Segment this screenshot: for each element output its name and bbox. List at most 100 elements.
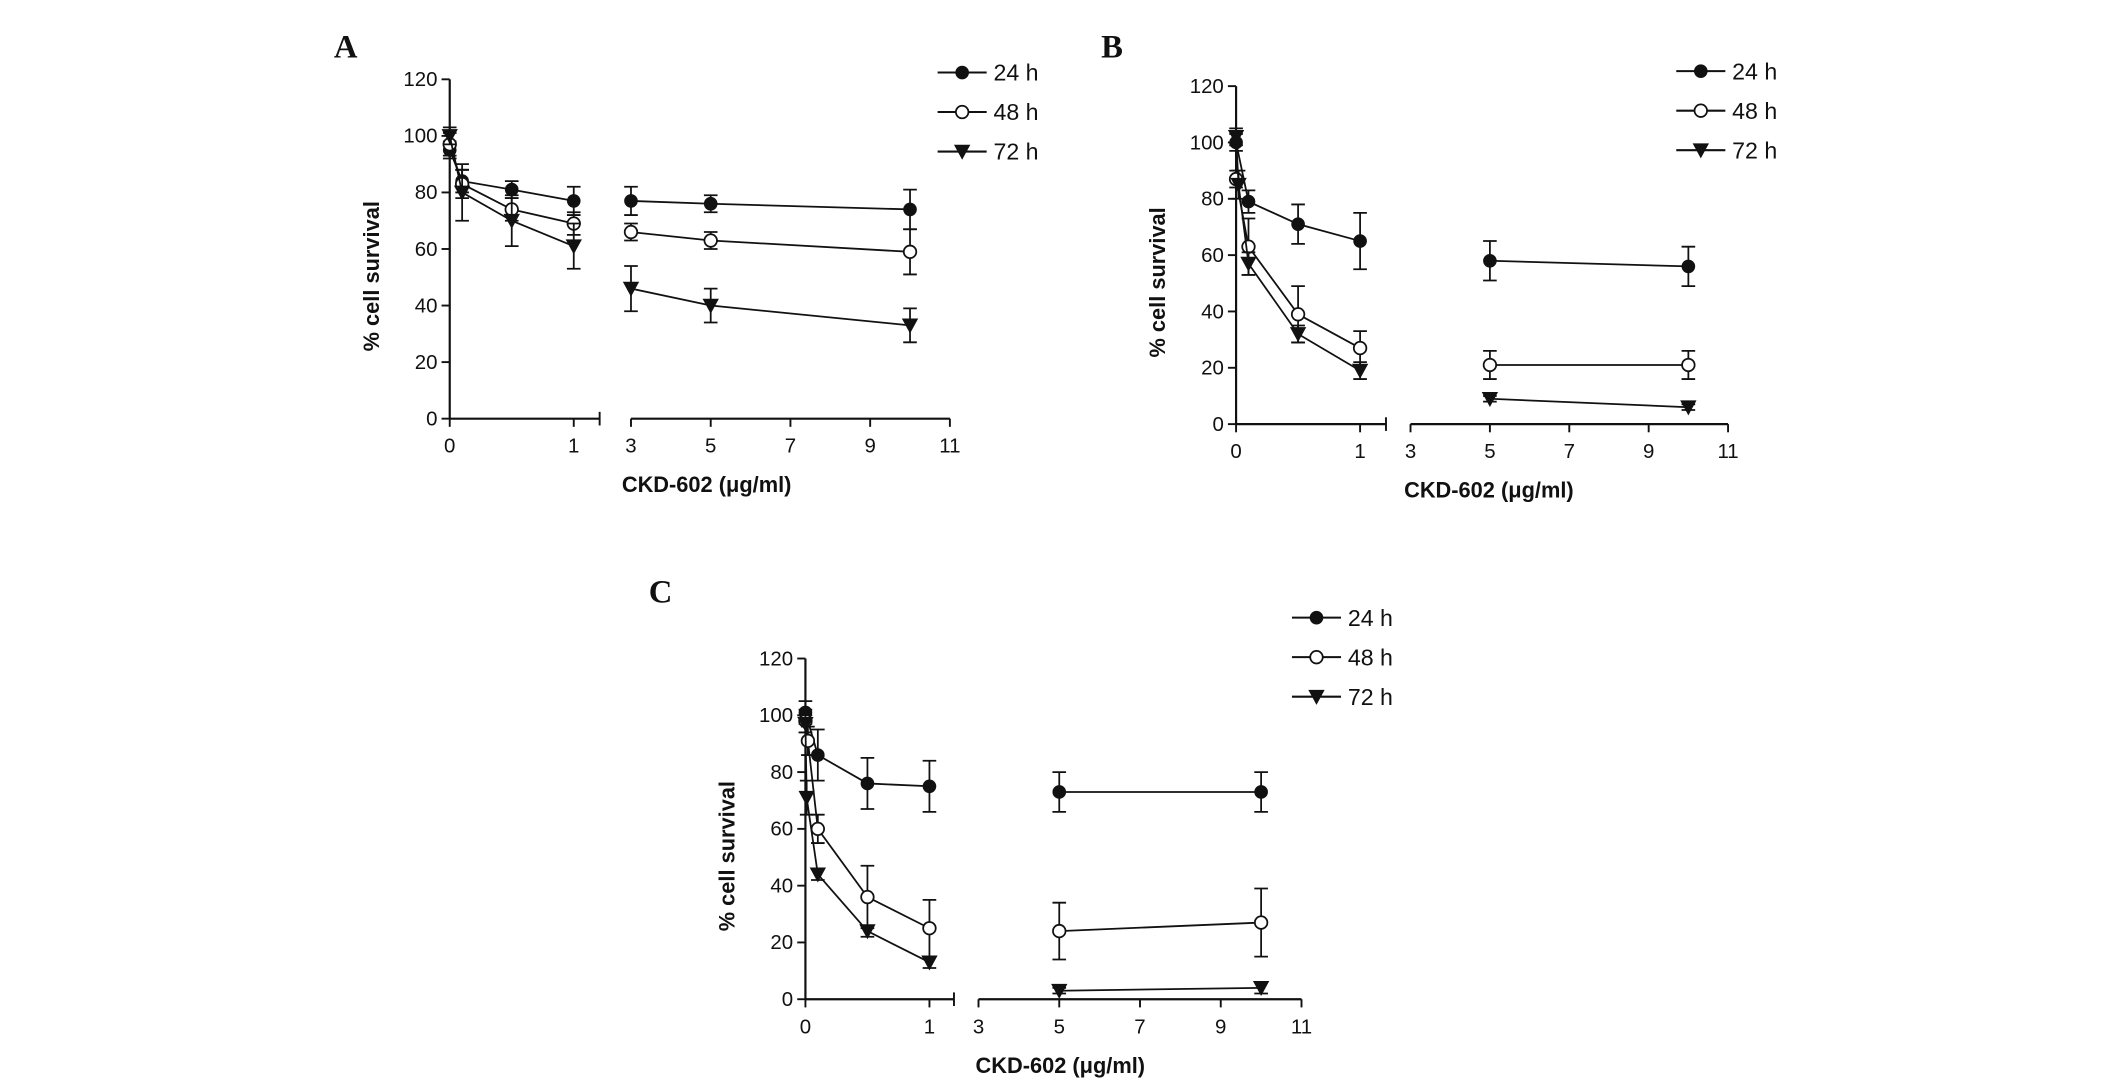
y-tick-label: 20 (1201, 357, 1224, 380)
x-axis-title: CKD-602 (μg/ml) (1404, 478, 1574, 503)
legend-label: 48 h (1732, 98, 1777, 124)
x-tick-label: 9 (864, 435, 875, 458)
data-point-open-circle (1352, 340, 1368, 356)
y-tick-label: 40 (415, 294, 438, 317)
data-point-triangle (859, 924, 876, 940)
x-tick-label: 3 (1405, 440, 1416, 463)
series-24h (798, 700, 1268, 813)
series-line (630, 200, 911, 211)
legend-label: 48 h (993, 99, 1038, 125)
x-tick-label: 3 (625, 435, 636, 458)
y-tick-label: 100 (1190, 131, 1224, 154)
panel-b: B 0 20 40 60 80 100 120 0 1 3 5 7 9 11 CKD-602 (μg/ml)%… (1101, 30, 1777, 503)
x-tick-label: 7 (785, 435, 796, 458)
x-axis-title: CKD-602 (μg/ml) (975, 1053, 1145, 1078)
data-point-filled-circle (1052, 785, 1067, 799)
data-point-triangle (1230, 177, 1247, 193)
panel-a: A 0 20 40 60 80 100 120 0 1 3 5 7 9 11 CKD-602 (μg/ml)%… (334, 30, 1039, 498)
series-48h (1228, 169, 1696, 380)
y-tick-label: 60 (415, 238, 438, 261)
y-axis-title: % cell survival (715, 781, 740, 931)
y-tick-label: 100 (403, 125, 437, 148)
y-tick-label: 0 (782, 988, 793, 1011)
panel-label: B (1101, 30, 1123, 66)
series-line (804, 712, 930, 788)
panel-label: A (334, 30, 358, 66)
series-line (1059, 921, 1262, 932)
x-tick-label: 11 (1717, 440, 1738, 463)
data-point-open-circle (1241, 239, 1256, 254)
series-24h (1229, 133, 1696, 287)
data-point-triangle (1680, 400, 1697, 416)
data-point-filled-circle (703, 196, 718, 211)
data-point-triangle (1252, 981, 1270, 997)
data-point-triangle (702, 298, 719, 314)
series-48h (442, 132, 918, 276)
panel-label: C (649, 575, 673, 611)
data-point-filled-circle (1254, 785, 1268, 799)
y-tick-label: 0 (1212, 413, 1223, 436)
data-point-triangle (503, 213, 520, 229)
legend-label: 24 h (993, 60, 1038, 86)
legend-marker-open-circle (1309, 650, 1324, 665)
series-72h (441, 126, 919, 344)
data-point-triangle (797, 717, 814, 732)
legend-label: 24 h (1732, 58, 1777, 84)
x-tick-label: 1 (924, 1015, 935, 1038)
x-tick-label: 7 (1134, 1015, 1145, 1038)
data-point-triangle (1289, 327, 1307, 343)
y-tick-label: 40 (770, 874, 793, 897)
legend-label: 72 h (1348, 684, 1393, 710)
legend-marker-triangle (953, 144, 971, 160)
data-point-filled-circle (903, 202, 917, 217)
y-tick-label: 20 (770, 931, 793, 954)
data-point-open-circle (623, 224, 639, 240)
data-point-filled-circle (1681, 259, 1696, 274)
y-axis-title: % cell survival (1145, 207, 1170, 357)
data-point-triangle (453, 185, 471, 201)
legend-marker-open-circle (1693, 103, 1708, 118)
legend-label: 48 h (1348, 644, 1393, 670)
x-tick-label: 9 (1215, 1015, 1226, 1038)
legend-label: 72 h (993, 139, 1038, 165)
data-point-filled-circle (504, 182, 519, 197)
data-point-open-circle (1052, 923, 1067, 939)
x-tick-label: 5 (1054, 1015, 1065, 1038)
y-tick-label: 80 (770, 761, 793, 784)
data-point-filled-circle (1241, 194, 1256, 209)
data-point-triangle (901, 318, 919, 334)
data-point-open-circle (800, 733, 816, 749)
data-point-filled-circle (1291, 217, 1305, 231)
x-tick-label: 0 (1230, 440, 1241, 463)
y-tick-label: 20 (415, 351, 438, 374)
legend-label: 72 h (1732, 137, 1777, 163)
series-line (1059, 986, 1262, 992)
data-point-open-circle (810, 821, 825, 837)
panel-c: C 0 20 40 60 80 100 120 0 1 3 5 7 9 11 CKD-602 (μg/ml)%… (649, 575, 1393, 1078)
y-tick-label: 80 (415, 181, 438, 204)
data-point-triangle (798, 790, 815, 806)
data-point-triangle (565, 239, 582, 255)
x-tick-label: 0 (800, 1015, 811, 1038)
y-axis-title: % cell survival (359, 201, 384, 351)
x-axis-title: CKD-602 (μg/ml) (622, 472, 792, 497)
series-line (1489, 259, 1689, 268)
data-point-open-circle (922, 921, 937, 936)
y-tick-label: 40 (1201, 300, 1224, 323)
y-tick-label: 120 (759, 647, 793, 670)
data-point-triangle (441, 129, 458, 145)
series-72h (797, 714, 1270, 999)
data-point-filled-circle (922, 779, 937, 794)
data-point-open-circle (1482, 357, 1498, 373)
data-point-filled-circle (566, 194, 581, 208)
x-tick-label: 1 (568, 435, 579, 458)
legend-marker-filled-circle (1309, 610, 1324, 625)
x-tick-label: 0 (444, 435, 455, 458)
data-point-triangle (622, 281, 640, 297)
series-48h (798, 708, 1269, 961)
x-tick-label: 3 (973, 1015, 984, 1038)
data-point-triangle (1227, 130, 1245, 146)
data-point-filled-circle (1483, 253, 1497, 268)
y-tick-label: 120 (403, 68, 437, 91)
